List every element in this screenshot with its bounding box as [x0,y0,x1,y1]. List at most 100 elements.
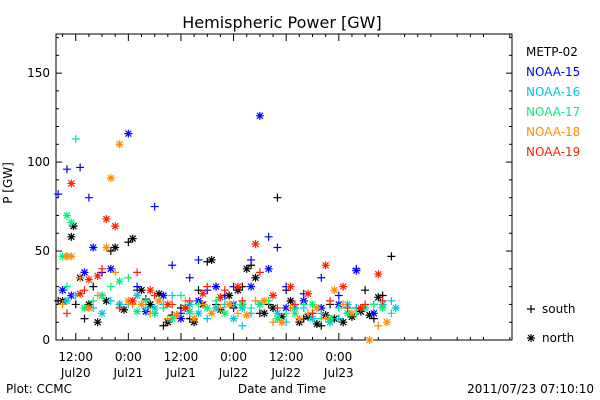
point-south [387,296,396,305]
point-north [115,277,124,286]
point-south [89,282,98,291]
point-north [150,309,159,318]
point-north [277,318,286,327]
point-north [102,243,111,252]
point-south [334,291,343,300]
legend: METP-02 NOAA-15 NOAA-16 NOAA-17 NOAA-18 NOAA-… [526,45,580,345]
point-north [242,264,251,273]
point-south [62,165,71,174]
point-north [119,305,128,314]
legend-marker-north [527,334,535,342]
point-north [207,309,216,318]
point-south [361,300,370,309]
x-tick-day-label: Jul23 [323,366,354,380]
point-north [330,286,339,295]
x-tick-time-label: 12:00 [269,350,304,364]
point-north [58,286,67,295]
point-south [308,309,317,318]
point-north [67,218,76,227]
point-south [269,318,278,327]
point-south [168,291,177,300]
x-tick-day-label: Jul21 [165,366,196,380]
point-north [251,239,260,248]
point-north [326,314,335,323]
legend-entry: METP-02 [526,45,578,59]
point-north [133,307,142,316]
legend-entry: NOAA-16 [526,85,580,99]
point-north [308,314,317,323]
legend-entry: NOAA-19 [526,145,580,159]
x-tick-time-label: 0:00 [115,350,142,364]
point-north [155,289,164,298]
point-north [247,282,256,291]
y-tick-label: 150 [27,66,50,80]
point-south [76,163,85,172]
point-north [155,296,164,305]
point-north [194,309,203,318]
x-tick-time-label: 12:00 [164,350,199,364]
point-north [185,307,194,316]
point-north [67,179,76,188]
point-south [71,300,80,309]
point-north [277,312,286,321]
point-north [286,282,295,291]
plot-credit: Plot: CCMC [6,382,72,396]
point-north [93,318,102,327]
point-south [387,252,396,261]
point-south [369,300,378,309]
point-north [146,286,155,295]
series-noaa-19 [62,179,387,318]
point-north [137,286,146,295]
y-tick-label: 50 [35,244,50,258]
point-south [247,255,256,264]
point-south [326,296,335,305]
point-north [76,289,85,298]
point-north [111,222,120,231]
point-south [374,321,383,330]
x-tick-day-label: Jul21 [112,366,143,380]
point-north [128,234,137,243]
point-south [62,309,71,318]
point-south [54,190,63,199]
point-north [62,211,71,220]
point-north [80,268,89,277]
point-south [220,286,229,295]
point-south [299,300,308,309]
point-north [216,293,225,302]
point-north [269,303,278,312]
point-north [347,309,356,318]
point-north [146,300,155,309]
point-north [312,303,321,312]
chart-title: Hemispheric Power [GW] [182,13,381,32]
point-north [255,300,264,309]
y-tick-label: 0 [42,333,50,347]
point-south [290,300,299,309]
point-south [133,268,142,277]
plot-timestamp: 2011/07/23 07:10:10 [467,382,594,396]
point-north [295,314,304,323]
point-north [172,311,181,320]
point-north [391,303,400,312]
point-north [80,303,89,312]
point-south [115,303,124,312]
point-north [176,314,185,323]
point-south [124,273,133,282]
point-north [260,309,269,318]
point-north [317,303,326,312]
point-south [185,273,194,282]
x-tick-day-label: Jul20 [60,366,91,380]
point-south [238,296,247,305]
point-north [225,300,234,309]
point-north [69,222,78,231]
point-south [238,321,247,330]
point-south [317,273,326,282]
point-south [150,202,159,211]
point-north [378,303,387,312]
point-south [150,291,159,300]
point-north [124,129,133,138]
point-north [159,291,168,300]
point-north [330,314,339,323]
x-axis-label: Date and Time [238,382,326,396]
point-south [141,296,150,305]
point-south [194,255,203,264]
